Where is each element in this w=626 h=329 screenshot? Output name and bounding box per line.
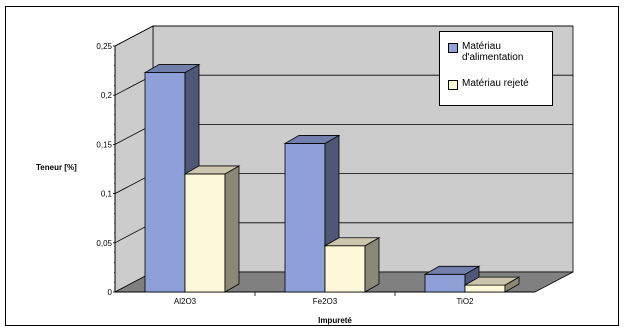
chart-legend: Matériau d'alimentation Matériau rejeté [439,31,553,106]
bar-rejected-al2o3 [183,165,241,293]
bar-front [184,173,226,293]
y-tick-label: 0,1 [101,190,113,199]
x-tick-label: TiO2 [456,297,474,306]
x-tick-label: Al2O3 [174,297,197,306]
legend-label-feed: Matériau d'alimentation [462,41,524,63]
bar-top [283,135,341,144]
bar-top [143,64,201,73]
bar-front [284,143,326,293]
x-axis-title: Impureté [318,316,352,325]
x-tick-label: Fe2O3 [313,297,338,306]
y-tick-label: 0,25 [96,42,112,51]
legend-item-feed: Matériau d'alimentation [448,41,552,63]
bar-top [423,265,481,275]
legend-item-rejected: Matériau rejeté [448,78,529,90]
bar-top [183,165,241,175]
legend-label-rejected: Matériau rejeté [462,78,529,89]
y-tick-label: 0 [108,288,113,297]
y-axis-title: Teneur [%] [36,163,77,172]
y-tick-label: 0,2 [101,91,113,100]
gridline [114,25,573,47]
bar-front [424,273,466,293]
y-tick-label: 0,05 [96,239,112,248]
bar-side [364,237,380,293]
bar-side [224,165,240,293]
bar-front [324,245,366,293]
bar-front [464,284,506,293]
legend-swatch-feed [448,43,458,53]
y-tick-label: 0,15 [96,140,112,149]
bar-rejected-tio2 [463,276,521,293]
legend-swatch-rejected [448,80,458,90]
bar-front [144,72,186,293]
bar-rejected-fe2o3 [323,237,381,293]
bar-top [463,276,521,286]
bar-top [323,237,381,247]
